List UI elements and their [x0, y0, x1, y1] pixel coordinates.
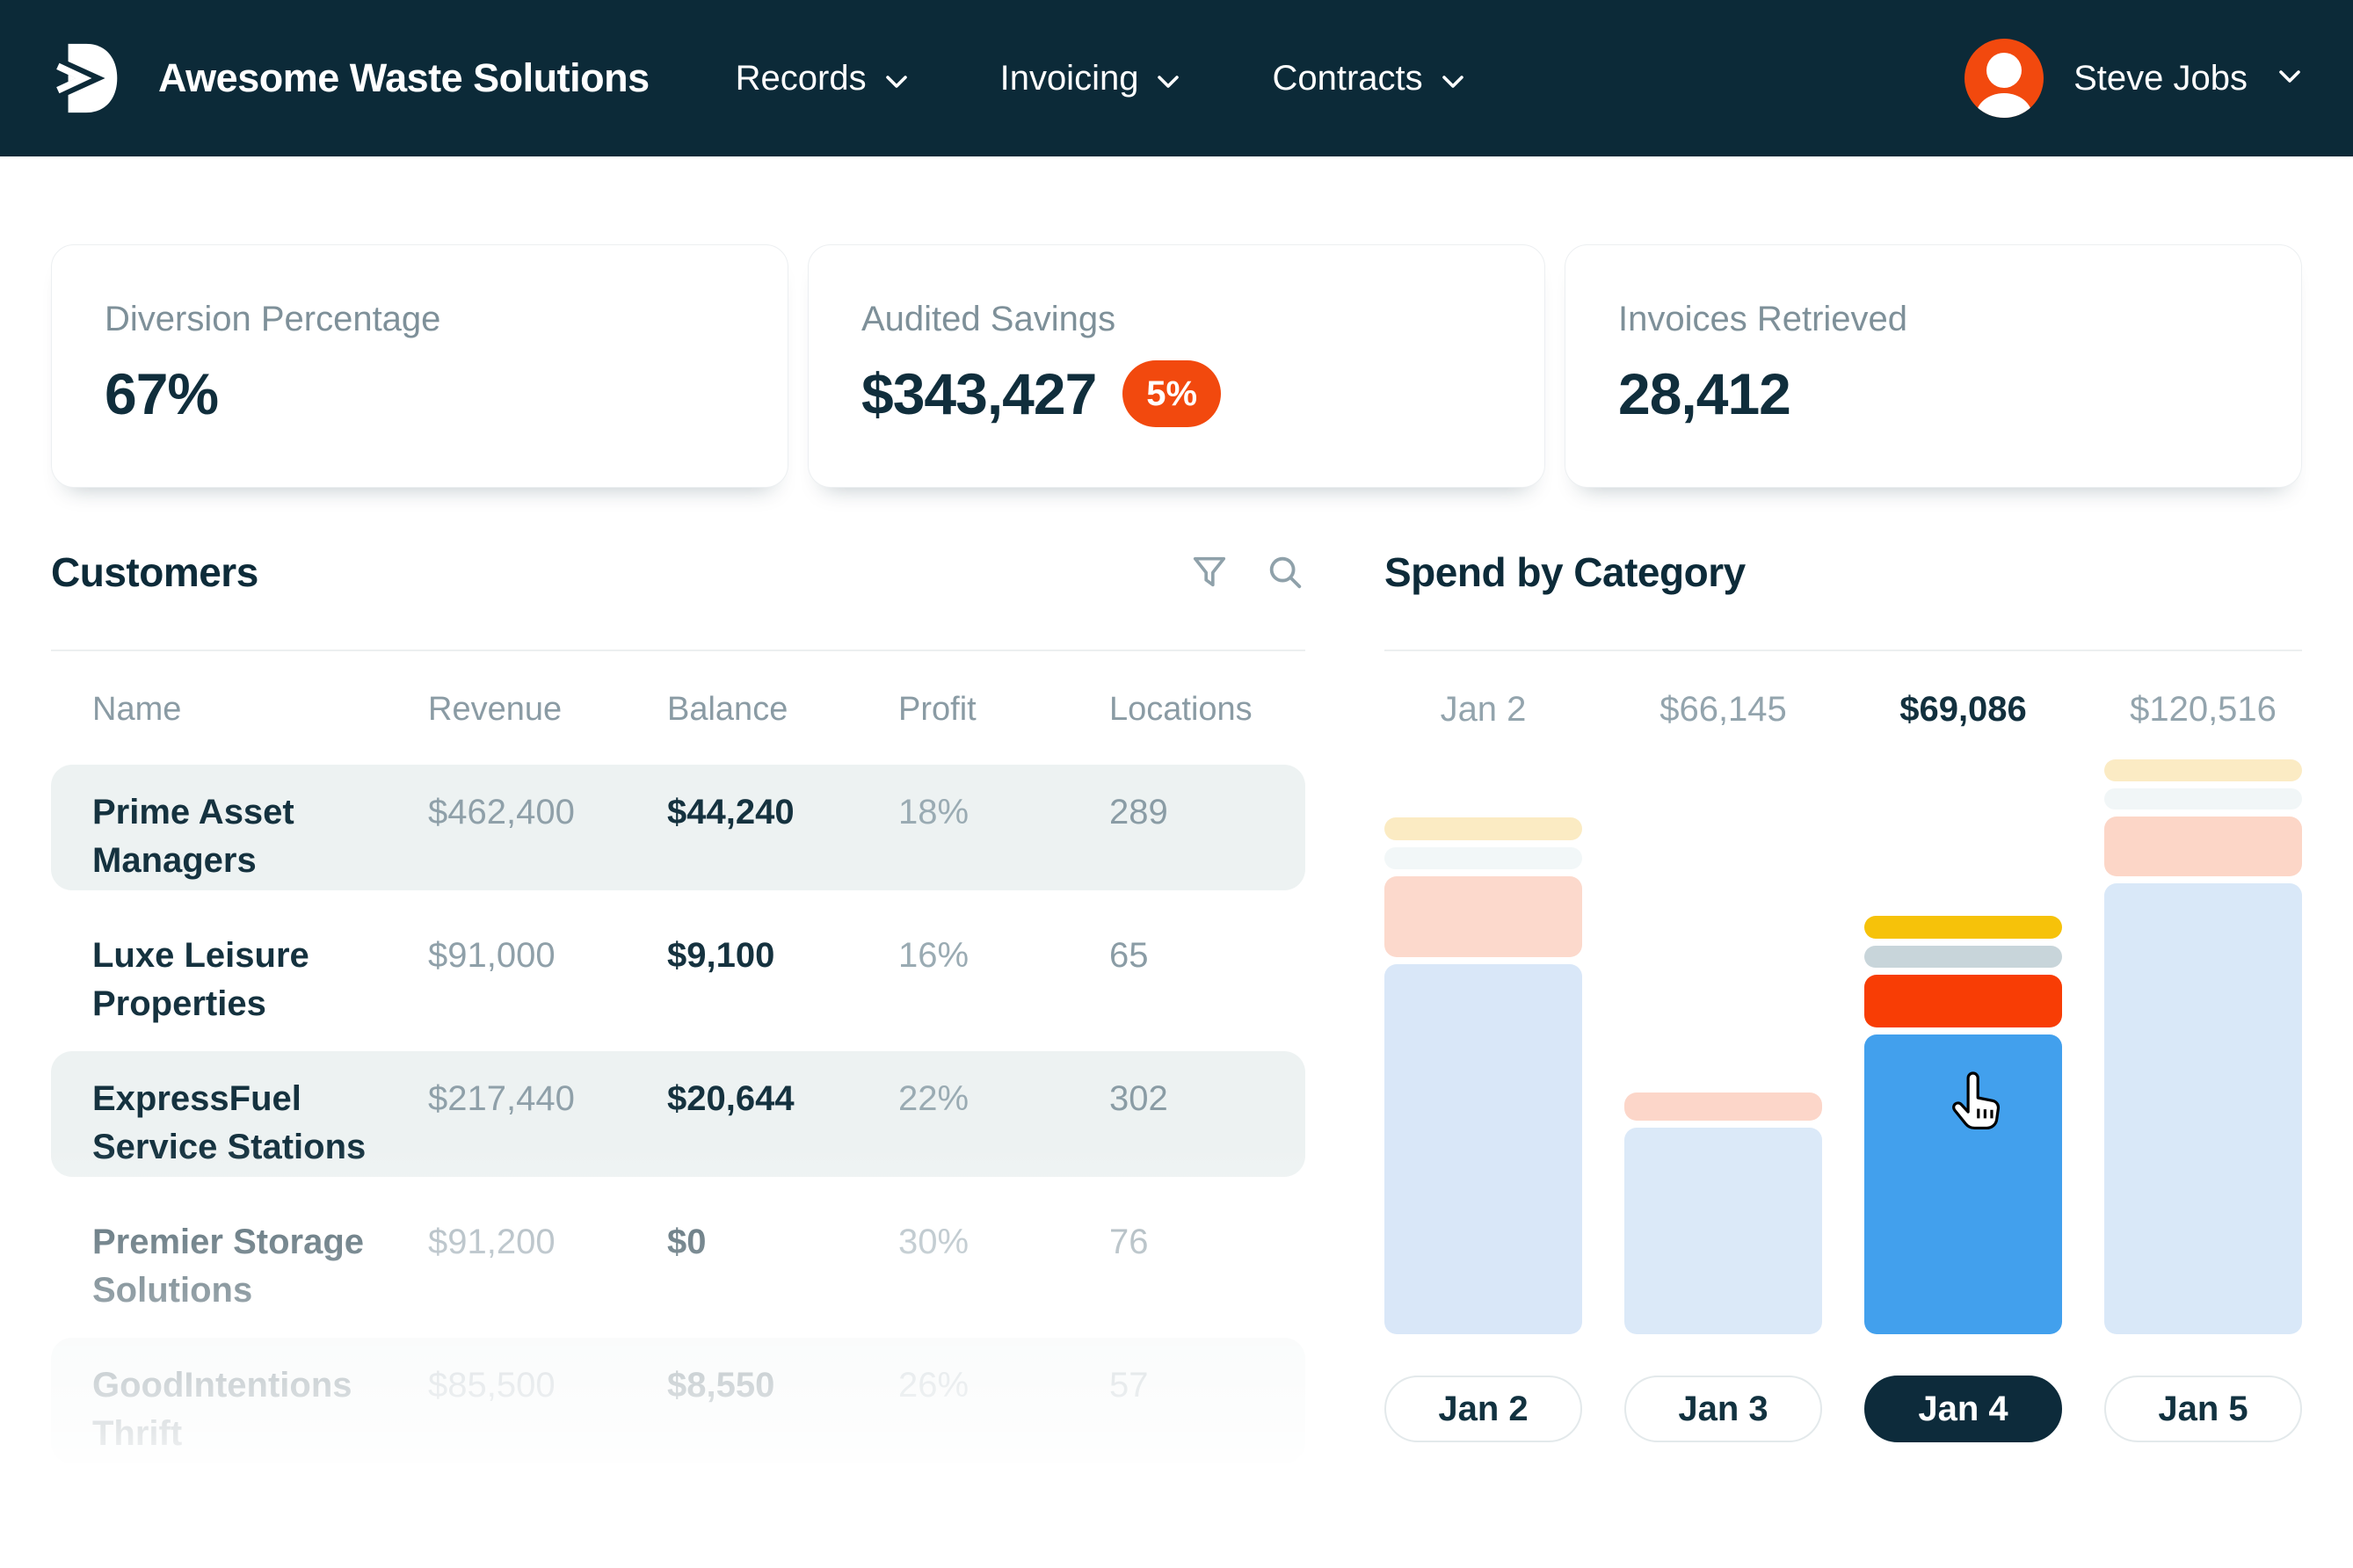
- chart-title: Spend by Category: [1384, 549, 1746, 595]
- bar-segment-jan-5-pink[interactable]: [2104, 817, 2302, 876]
- bar-segment-jan-2-blue[interactable]: [1384, 964, 1582, 1334]
- bar-segment-jan-2-yellow[interactable]: [1384, 817, 1582, 840]
- bar-segment-jan-4-yellow[interactable]: [1864, 916, 2062, 939]
- logo-icon: [51, 40, 128, 117]
- bar-jan-4: [1864, 732, 2062, 1334]
- user-name: Steve Jobs: [2073, 58, 2248, 98]
- chart-value-label-jan-3: $66,145: [1659, 690, 1787, 729]
- main-nav: Records Invoicing Contracts: [736, 59, 1465, 98]
- chart-value-label-jan-5: $120,516: [2130, 690, 2277, 729]
- app-header: Awesome Waste Solutions Records Invoicin…: [0, 0, 2353, 156]
- status-badge: 5%: [1122, 360, 1222, 427]
- customers-title: Customers: [51, 549, 258, 595]
- day-pill-jan-2[interactable]: Jan 2: [1384, 1376, 1582, 1442]
- customers-section: Customers Name Revenue Balance Profit Lo…: [40, 536, 1316, 1503]
- nav-item-records[interactable]: Records: [736, 59, 909, 98]
- chart-day-pills: Jan 2 Jan 3 Jan 4 Jan 5: [1384, 1376, 2302, 1442]
- table-header: Name Revenue Balance Profit Locations: [51, 690, 1305, 729]
- bar-jan-3: [1624, 732, 1822, 1334]
- day-pill-jan-3[interactable]: Jan 3: [1624, 1376, 1822, 1442]
- day-pill-jan-5[interactable]: Jan 5: [2104, 1376, 2302, 1442]
- nav-item-contracts[interactable]: Contracts: [1272, 59, 1464, 98]
- bar-segment-jan-3-blue[interactable]: [1624, 1128, 1822, 1334]
- stat-value: $343,427: [861, 361, 1097, 426]
- stat-value: 67%: [105, 361, 219, 426]
- stats-row: Diversion Percentage 67% Audited Savings…: [0, 244, 2353, 488]
- column-header-revenue: Revenue: [428, 691, 563, 728]
- bar-segment-jan-2-pink[interactable]: [1384, 876, 1582, 957]
- stat-card-diversion: Diversion Percentage 67%: [51, 244, 788, 488]
- column-header-locations: Locations: [1109, 691, 1253, 728]
- stat-card-audited-savings: Audited Savings $343,427 5%: [808, 244, 1545, 488]
- table-row[interactable]: GoodIntentions Thrift $85,500 $8,550 26%…: [51, 1338, 1305, 1463]
- stat-label: Invoices Retrieved: [1618, 300, 1908, 338]
- chevron-down-icon: [2277, 69, 2302, 89]
- avatar: [1964, 39, 2044, 118]
- bar-jan-2: [1384, 732, 1582, 1334]
- chevron-down-icon: [884, 59, 909, 98]
- bar-jan-5: [2104, 732, 2302, 1334]
- nav-item-invoicing[interactable]: Invoicing: [1000, 59, 1181, 98]
- bar-segment-jan-5-cream[interactable]: [2104, 759, 2302, 781]
- nav-label: Records: [735, 58, 867, 98]
- bar-segment-jan-4-blue[interactable]: [1864, 1034, 2062, 1334]
- table-row[interactable]: ExpressFuel Service Stations $217,440 $2…: [51, 1051, 1305, 1177]
- avatar-person-icon: [1986, 53, 2023, 88]
- filter-icon[interactable]: [1189, 552, 1230, 592]
- table-row[interactable]: Luxe Leisure Properties $91,000 $9,100 1…: [92, 936, 1149, 1023]
- spend-by-category-section: Spend by Category Jan 2 $66,145 $69,086 $12…: [1384, 536, 2302, 1481]
- bar-segment-jan-4-orange[interactable]: [1864, 975, 2062, 1027]
- nav-label: Contracts: [1272, 58, 1423, 98]
- bar-segment-jan-5-blue[interactable]: [2104, 883, 2302, 1334]
- customers-table: Prime Asset Managers $462,400 $44,240 18…: [51, 765, 1305, 1463]
- column-header-balance: Balance: [667, 691, 788, 728]
- chevron-down-icon: [1441, 59, 1465, 98]
- brand-title: Awesome Waste Solutions: [158, 55, 650, 100]
- stat-card-invoices-retrieved: Invoices Retrieved 28,412: [1565, 244, 2302, 488]
- table-row[interactable]: Prime Asset Managers $462,400 $44,240 18…: [51, 765, 1305, 890]
- chart-value-label-jan-4: $69,086: [1899, 690, 2027, 729]
- bar-segment-jan-4-gray[interactable]: [1864, 946, 2062, 968]
- divider: [51, 650, 1305, 651]
- chart-value-labels: Jan 2 $66,145 $69,086 $120,516: [1384, 690, 2302, 729]
- chart-value-label-jan-2: Jan 2: [1440, 690, 1527, 729]
- day-pill-jan-4[interactable]: Jan 4: [1864, 1376, 2062, 1442]
- chevron-down-icon: [1156, 59, 1180, 98]
- nav-label: Invoicing: [999, 58, 1139, 98]
- search-icon[interactable]: [1265, 552, 1305, 592]
- bar-segment-jan-3-pink[interactable]: [1624, 1093, 1822, 1121]
- stat-value: 28,412: [1618, 361, 1791, 426]
- table-row[interactable]: Premier Storage Solutions $91,200 $0 30%…: [92, 1223, 1149, 1310]
- spend-chart: [1384, 732, 2302, 1334]
- stat-label: Audited Savings: [861, 300, 1116, 338]
- column-header-name: Name: [92, 691, 182, 728]
- bar-segment-jan-5-white[interactable]: [2104, 788, 2302, 809]
- brand[interactable]: Awesome Waste Solutions: [51, 40, 650, 117]
- user-menu[interactable]: Steve Jobs: [1964, 39, 2302, 118]
- divider: [1384, 650, 2302, 651]
- bar-segment-jan-2-white[interactable]: [1384, 847, 1582, 869]
- stat-label: Diversion Percentage: [105, 300, 441, 338]
- main-content: Customers Name Revenue Balance Profit Lo…: [0, 536, 2353, 1503]
- column-header-profit: Profit: [898, 691, 977, 728]
